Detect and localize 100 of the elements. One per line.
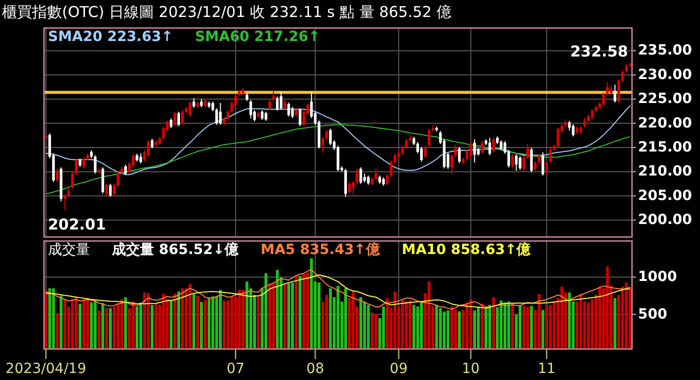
candlestick <box>386 174 389 186</box>
candlestick <box>394 153 396 164</box>
candlestick <box>549 147 552 163</box>
candlestick <box>488 137 492 156</box>
text: SMA20 223.63↑ <box>48 29 173 45</box>
annotation: 232.58 <box>570 42 628 60</box>
chart-title: 成交量 <box>48 242 90 258</box>
annotation: 202.01 <box>48 216 106 234</box>
candlestick <box>514 154 518 172</box>
candlestick <box>602 92 605 106</box>
candlestick <box>268 100 272 110</box>
y-tick-label: 235.00 <box>638 42 692 59</box>
candlestick <box>249 100 252 119</box>
y-tick-label: 230.00 <box>638 66 692 83</box>
candlestick <box>162 126 165 140</box>
candlestick <box>572 124 575 137</box>
candlestick <box>109 183 112 198</box>
x-tick-label: 08 <box>306 361 324 377</box>
candlestick <box>606 82 609 96</box>
candlestick <box>56 168 59 182</box>
candlestick <box>226 110 230 120</box>
x-tick-label: 2023/04/19 <box>6 361 86 377</box>
y-tick-label: 210.00 <box>638 164 692 180</box>
candlestick <box>284 100 286 110</box>
candlestick <box>492 137 495 153</box>
candlestick <box>215 108 218 126</box>
candlestick <box>146 140 150 158</box>
candlestick <box>322 136 324 153</box>
candlestick <box>404 138 408 149</box>
candlestick <box>276 96 279 112</box>
candlestick <box>264 111 268 122</box>
candlestick <box>174 111 176 127</box>
candlestick <box>545 160 548 175</box>
candlestick <box>454 144 457 158</box>
candlestick <box>116 170 120 188</box>
candlestick <box>219 102 222 126</box>
candlestick <box>590 108 594 120</box>
candlestick <box>280 90 282 110</box>
candlestick <box>518 156 522 170</box>
candlestick <box>188 101 192 118</box>
y-tick-label: 220.00 <box>638 115 692 132</box>
y-tick-label: 1000 <box>638 269 678 286</box>
candlestick <box>181 110 184 126</box>
text: MA10 858.63↑億 <box>402 241 532 258</box>
candlestick <box>105 183 108 196</box>
series-label: 成交量 865.52↓億 <box>111 241 240 258</box>
candlestick <box>374 168 378 181</box>
candlestick <box>522 156 526 172</box>
candlestick <box>526 143 530 160</box>
candlestick <box>424 145 427 159</box>
candlestick <box>112 183 116 196</box>
candlestick <box>556 127 560 148</box>
y-tick-label: 215.00 <box>638 140 692 156</box>
candlestick <box>359 166 362 184</box>
x-tick-label: 10 <box>462 361 480 377</box>
candlestick <box>511 154 514 168</box>
y-tick-label: 205.00 <box>638 188 692 204</box>
candlestick <box>272 90 275 102</box>
candlestick <box>614 84 616 104</box>
candlestick <box>64 193 66 211</box>
candlestick <box>401 145 404 156</box>
candlestick <box>367 175 370 186</box>
candlestick <box>348 182 351 194</box>
candlestick <box>500 140 502 150</box>
y-tick-label: 225.00 <box>638 91 692 108</box>
candlestick <box>336 145 340 172</box>
candlestick <box>94 154 97 174</box>
candlestick <box>530 147 533 173</box>
candlestick <box>473 138 476 163</box>
candlestick <box>480 140 484 154</box>
candlestick <box>428 128 430 148</box>
candlestick <box>617 78 620 104</box>
text: SMA60 217.26↑ <box>194 29 320 45</box>
chart-title: 櫃買指數(OTC) 日線圖 2023/12/01 收 232.11 s 點 量 865.52 億 <box>2 3 452 21</box>
candlestick <box>124 164 127 176</box>
candlestick <box>82 156 86 169</box>
candlestick <box>458 146 461 164</box>
candlestick <box>450 154 454 175</box>
y-tick-label: 500 <box>638 306 668 322</box>
candlestick <box>291 106 294 118</box>
x-tick-label: 07 <box>226 361 244 377</box>
candlestick <box>390 160 392 178</box>
candlestick <box>356 168 358 184</box>
candlestick <box>287 102 290 118</box>
candlestick <box>260 110 264 120</box>
y-tick-label: 200.00 <box>638 212 692 228</box>
candlestick <box>170 118 172 129</box>
candlestick <box>101 166 104 194</box>
candlestick <box>177 111 180 127</box>
candlestick <box>325 130 328 140</box>
candlestick <box>420 146 423 162</box>
x-tick-label: 11 <box>538 361 556 377</box>
x-tick-label: 09 <box>390 361 408 377</box>
candlestick <box>298 108 302 127</box>
candlestick <box>150 138 154 149</box>
candlestick <box>542 152 544 176</box>
candlestick <box>469 142 472 158</box>
candlestick <box>211 101 214 112</box>
candlestick <box>621 70 624 83</box>
line-series <box>45 124 631 194</box>
